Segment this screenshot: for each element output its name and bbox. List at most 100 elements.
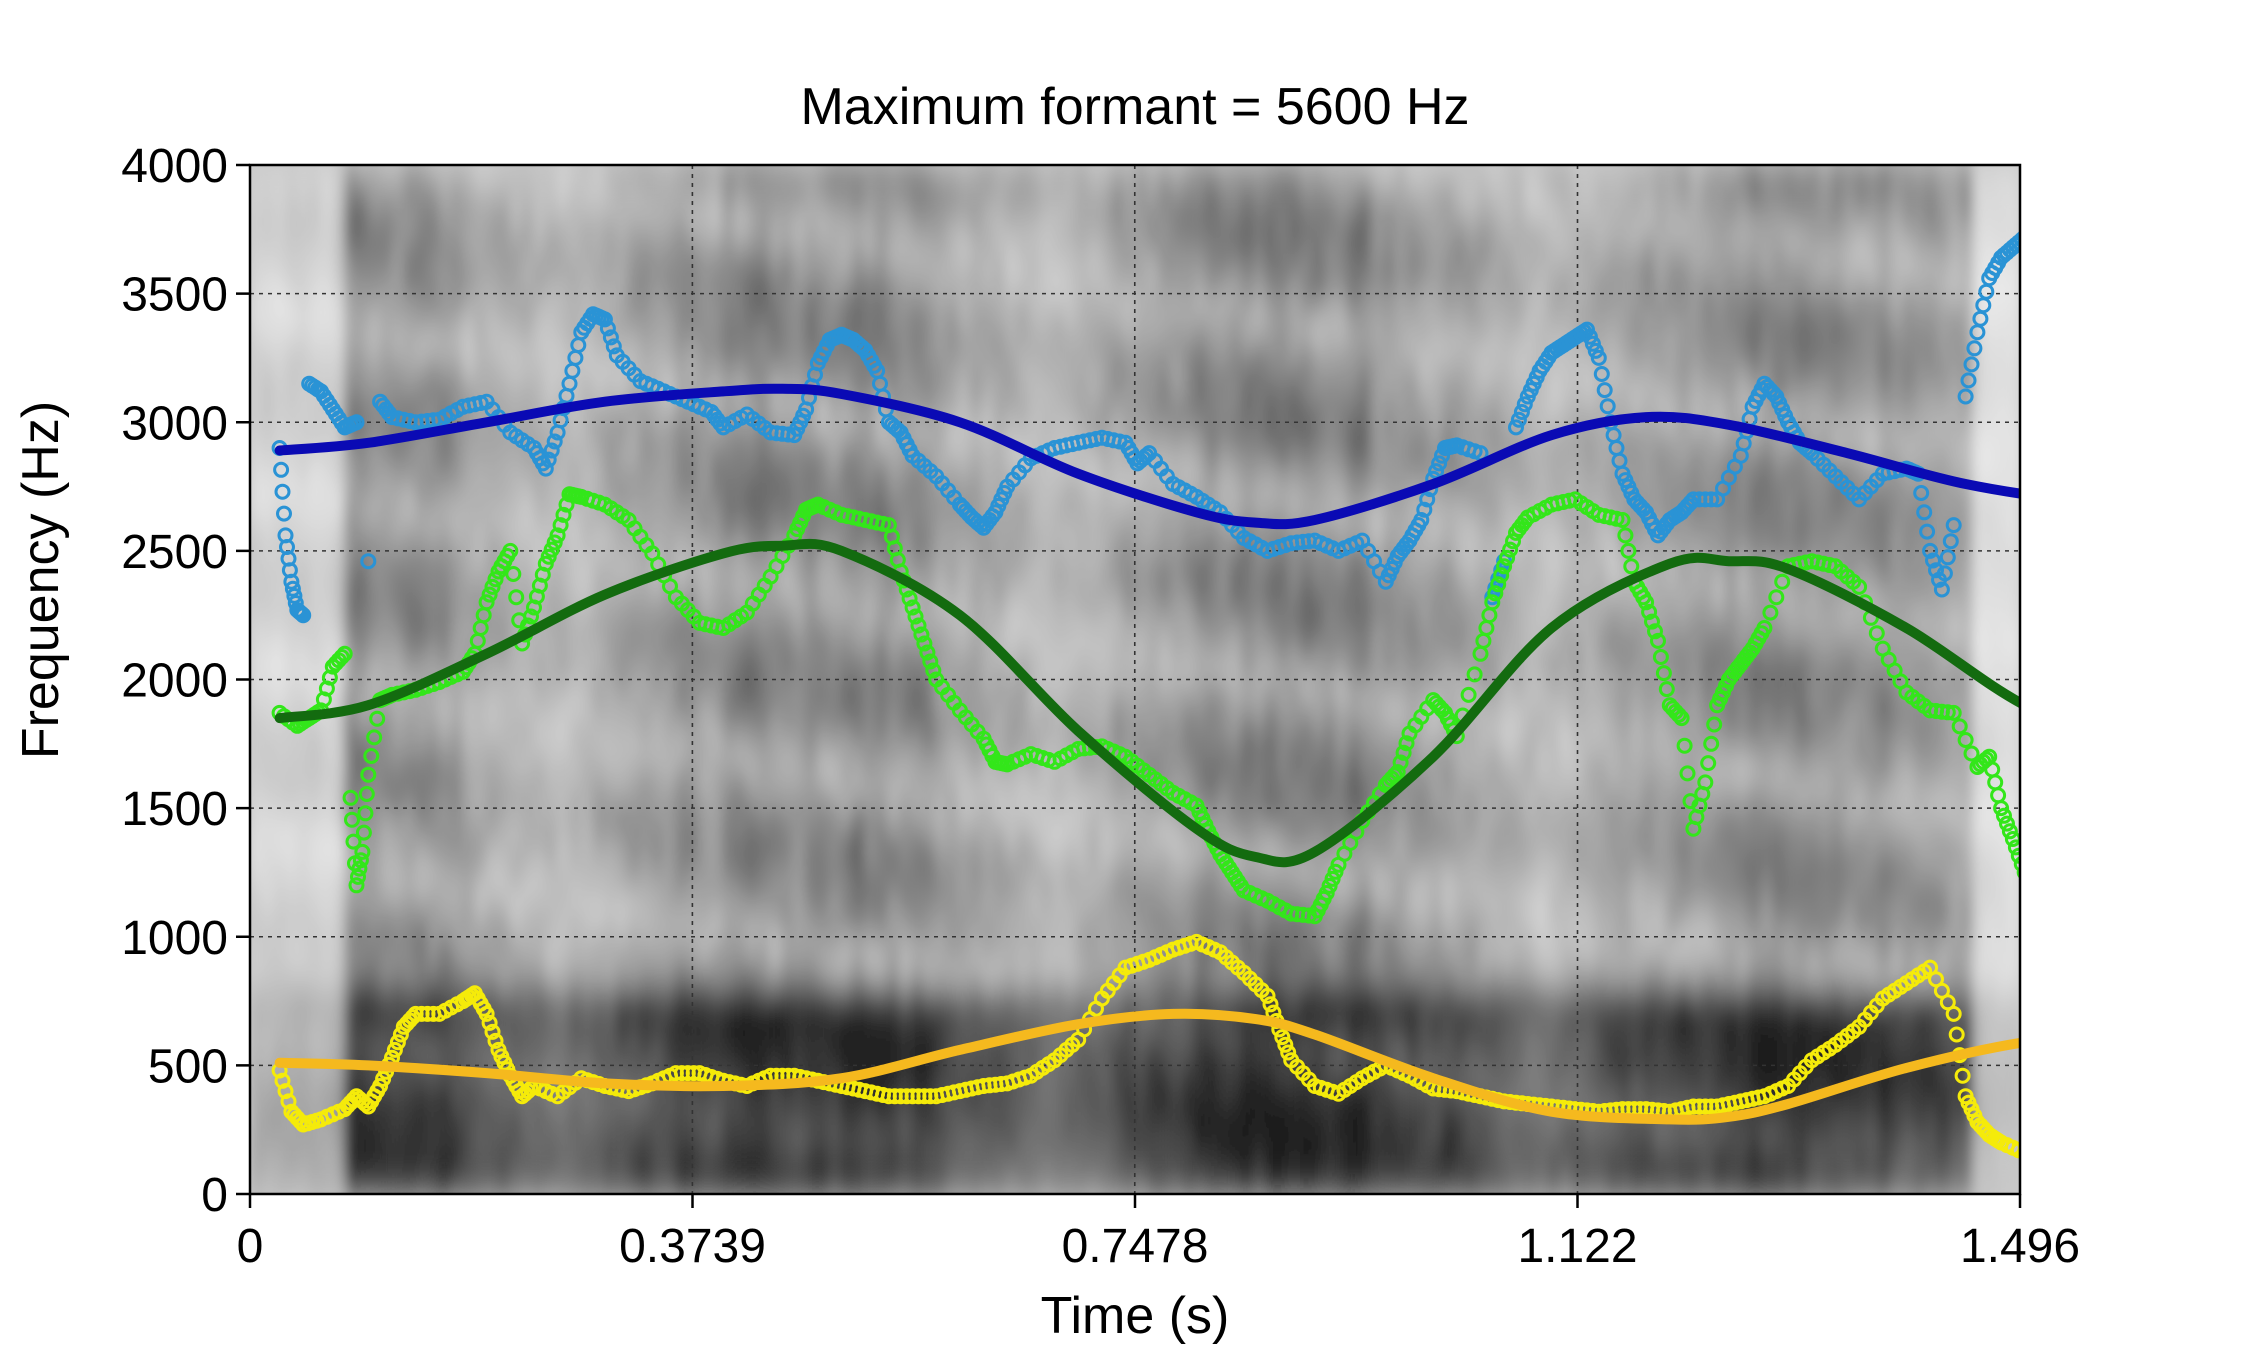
spectrogram-cell (627, 165, 641, 183)
spectrogram-cell (379, 936, 393, 955)
spectrogram-cell (792, 885, 806, 904)
spectrogram-cell (875, 902, 888, 921)
spectrogram-cell (462, 696, 475, 715)
spectrogram-cell (1040, 713, 1054, 732)
spectrogram-cell (733, 456, 747, 475)
spectrogram-cell (332, 525, 346, 543)
spectrogram-cell (344, 765, 357, 784)
spectrogram-cell (285, 336, 298, 355)
spectrogram-cell (1182, 1108, 1195, 1127)
spectrogram-cell (521, 1005, 534, 1024)
spectrogram-cell (379, 353, 393, 372)
spectrogram-cell (497, 696, 511, 715)
spectrogram-cell (368, 936, 381, 955)
spectrogram-cell (1017, 885, 1030, 904)
spectrogram-cell (568, 1005, 582, 1024)
spectrogram-cell (427, 851, 440, 869)
spectrogram-cell (1028, 508, 1042, 526)
spectrogram-cell (368, 1176, 381, 1194)
spectrogram-cell (851, 816, 865, 835)
spectrogram-cell (722, 816, 735, 835)
spectrogram-cell (1099, 1142, 1113, 1161)
spectrogram-cell (486, 988, 499, 1007)
spectrogram-cell (1182, 696, 1195, 715)
spectrogram-cell (556, 336, 570, 355)
spectrogram-cell (1028, 559, 1042, 578)
spectrogram-cell (533, 765, 546, 784)
spectrogram-cell (946, 971, 959, 989)
spectrogram-cell (556, 816, 570, 835)
spectrogram-cell (391, 508, 405, 526)
spectrogram-cell (285, 971, 298, 989)
spectrogram-cell (368, 285, 381, 303)
spectrogram-cell (745, 1039, 759, 1058)
spectrogram-cell (1040, 490, 1054, 509)
spectrogram-cell (415, 662, 428, 681)
spectrogram-cell (969, 387, 983, 406)
spectrogram-cell (781, 748, 794, 766)
spectrogram-cell (922, 730, 936, 749)
spectrogram-cell (757, 628, 770, 646)
spectrogram-cell (533, 490, 546, 509)
spectrogram-cell (403, 610, 416, 629)
spectrogram-cell (615, 628, 629, 646)
spectrogram-cell (556, 1142, 570, 1161)
spectrogram-cell (580, 645, 593, 664)
spectrogram-cell (1123, 1039, 1136, 1058)
spectrogram-cell (332, 490, 346, 509)
spectrogram-cell (545, 387, 558, 406)
spectrogram-cell (934, 765, 947, 784)
spectrogram-cell (757, 885, 770, 904)
spectrogram-cell (438, 233, 452, 252)
spectrogram-cell (403, 748, 416, 766)
spectrogram-cell (698, 833, 711, 852)
spectrogram-cell (1005, 1091, 1018, 1109)
spectrogram-cell (993, 1176, 1006, 1194)
spectrogram-cell (710, 645, 723, 664)
spectrogram-cell (1158, 1073, 1172, 1092)
spectrogram-cell (403, 628, 416, 646)
spectrogram-cell (344, 953, 357, 972)
spectrogram-cell (887, 679, 900, 698)
spectrogram-cell (1087, 182, 1101, 201)
spectrogram-cell (379, 851, 393, 869)
spectrogram-cell (958, 851, 971, 869)
spectrogram-cell (757, 593, 770, 612)
spectrogram-cell (391, 713, 405, 732)
spectrogram-cell (722, 1039, 735, 1058)
spectrogram-cell (899, 1039, 912, 1058)
spectrogram-cell (922, 1073, 936, 1092)
spectrogram-cell (674, 713, 688, 732)
spectrogram-cell (415, 456, 428, 475)
spectrogram-cell (1099, 645, 1113, 664)
spectrogram-cell (958, 559, 971, 578)
spectrogram-cell (615, 782, 629, 801)
spectrogram-cell (1099, 250, 1113, 269)
spectrogram-cell (757, 525, 770, 543)
spectrogram-cell (391, 919, 405, 938)
spectrogram-cell (674, 233, 688, 252)
spectrogram-cell (332, 816, 346, 835)
spectrogram-cell (568, 165, 582, 183)
spectrogram-cell (1205, 1091, 1219, 1109)
spectrogram-cell (450, 370, 464, 389)
spectrogram-cell (639, 508, 652, 526)
spectrogram-cell (462, 525, 475, 543)
spectrogram-cell (828, 919, 841, 938)
spectrogram-cell (486, 233, 499, 252)
spectrogram-cell (604, 782, 617, 801)
spectrogram-cell (1146, 902, 1160, 921)
spectrogram-cell (592, 833, 605, 852)
spectrogram-cell (580, 628, 593, 646)
spectrogram-cell (497, 679, 511, 698)
spectrogram-cell (1205, 662, 1219, 681)
spectrogram-cell (261, 953, 275, 972)
spectrogram-cell (285, 919, 298, 938)
spectrogram-cell (474, 490, 487, 509)
spectrogram-cell (1087, 610, 1101, 629)
spectrogram-cell (934, 1142, 947, 1161)
spectrogram-cell (450, 199, 464, 218)
spectrogram-cell (840, 559, 853, 578)
spectrogram-cell (344, 1159, 357, 1178)
spectrogram-cell (1158, 662, 1172, 681)
